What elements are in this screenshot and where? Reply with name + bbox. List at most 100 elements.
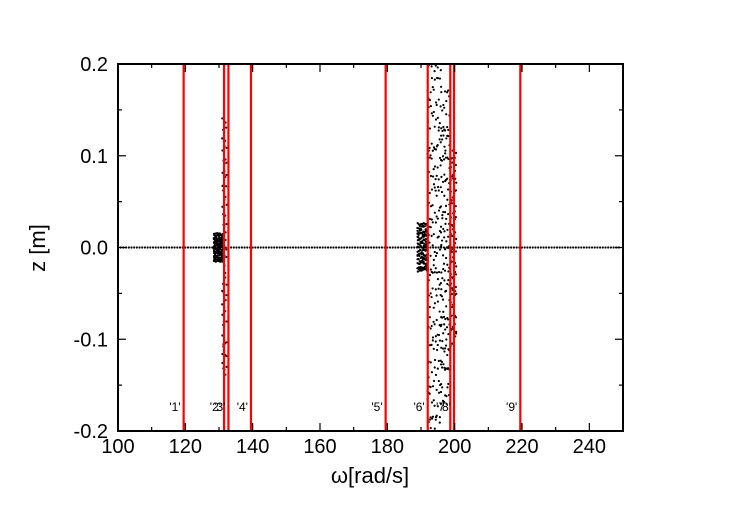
scatter-point bbox=[367, 246, 370, 249]
scatter-point bbox=[439, 225, 443, 228]
scatter-point bbox=[431, 85, 434, 89]
scatter-point bbox=[259, 246, 262, 249]
scatter-point bbox=[225, 255, 228, 259]
scatter-point bbox=[488, 246, 491, 249]
scatter-point bbox=[502, 246, 505, 249]
scatter-point bbox=[440, 366, 444, 369]
scatter-point bbox=[246, 246, 249, 249]
scatter-point bbox=[224, 246, 227, 249]
scatter-point bbox=[563, 246, 567, 249]
scatter-point bbox=[432, 168, 435, 171]
scatter-point bbox=[442, 268, 445, 271]
scatter-point bbox=[441, 217, 444, 220]
scatter-point bbox=[440, 288, 443, 291]
scatter-point bbox=[243, 246, 246, 249]
scatter-point bbox=[455, 265, 458, 268]
scatter-point bbox=[429, 361, 432, 364]
scatter-point bbox=[441, 155, 445, 158]
scatter-point bbox=[340, 246, 343, 249]
scatter-point bbox=[437, 209, 441, 212]
scatter-point bbox=[162, 246, 165, 249]
scatter-point bbox=[607, 246, 610, 249]
scatter-point bbox=[130, 246, 133, 249]
scatter-point bbox=[447, 188, 450, 191]
scatter-point bbox=[441, 340, 444, 343]
scatter-point bbox=[423, 257, 426, 260]
scatter-point bbox=[507, 246, 510, 249]
x-tick-label: 100 bbox=[101, 436, 134, 458]
scatter-point bbox=[375, 246, 378, 249]
scatter-point bbox=[430, 188, 434, 191]
axis-ticks bbox=[117, 63, 624, 432]
scatter-point bbox=[429, 226, 432, 229]
x-tick-label: 180 bbox=[371, 436, 404, 458]
scatter-point bbox=[439, 205, 443, 208]
scatter-point bbox=[450, 287, 454, 290]
scatter-point bbox=[450, 246, 454, 249]
scatter-point bbox=[464, 246, 467, 249]
scatter-point bbox=[430, 401, 434, 404]
scatter-point bbox=[440, 85, 443, 88]
scatter-point bbox=[225, 126, 228, 129]
scatter-point bbox=[437, 359, 440, 362]
scatter-point bbox=[443, 158, 446, 161]
scatter-point bbox=[444, 204, 448, 207]
scatter-point bbox=[138, 246, 141, 249]
scatter-point bbox=[596, 246, 599, 249]
scatter-point bbox=[443, 279, 446, 282]
scatter-point bbox=[436, 405, 439, 408]
scatter-point bbox=[208, 246, 211, 249]
scatter-point bbox=[428, 316, 431, 319]
scatter-point bbox=[431, 175, 435, 178]
scatter-point bbox=[273, 246, 276, 249]
scatter-point bbox=[141, 246, 144, 249]
scatter-point bbox=[445, 240, 448, 243]
scatter-point bbox=[308, 246, 311, 249]
scatter-point bbox=[329, 246, 332, 249]
vertical-marker-label: '6' bbox=[413, 400, 424, 414]
scatter-point bbox=[593, 246, 596, 249]
scatter-point bbox=[294, 246, 297, 249]
vertical-marker-lines bbox=[182, 64, 522, 431]
scatter-point bbox=[418, 224, 421, 227]
scatter-point bbox=[446, 386, 449, 389]
x-tick-label: 220 bbox=[505, 436, 538, 458]
scatter-point bbox=[429, 59, 431, 61]
scatter-point bbox=[433, 427, 436, 430]
scatter-point bbox=[238, 246, 241, 249]
scatter-point bbox=[432, 183, 436, 186]
scatter-point bbox=[572, 246, 575, 249]
scatter-point bbox=[316, 246, 319, 249]
scatter-point bbox=[438, 248, 442, 251]
scatter-point bbox=[437, 379, 440, 383]
scatter-point bbox=[555, 246, 559, 249]
scatter-point bbox=[439, 56, 441, 58]
scatter-point bbox=[432, 399, 435, 402]
scatter-point bbox=[170, 246, 173, 249]
scatter-point bbox=[254, 246, 257, 249]
scatter-point bbox=[442, 227, 445, 231]
scatter-point bbox=[436, 52, 438, 54]
scatter-point bbox=[435, 348, 439, 352]
scatter-point bbox=[439, 134, 443, 137]
scatter-point bbox=[443, 236, 446, 239]
scatter-point bbox=[445, 338, 448, 341]
scatter-point bbox=[443, 230, 446, 233]
scatter-point bbox=[442, 332, 445, 335]
x-tick-label: 240 bbox=[573, 436, 606, 458]
scatter-point bbox=[372, 246, 375, 249]
scatter-point bbox=[441, 109, 444, 112]
scatter-point bbox=[431, 287, 434, 290]
scatter-point bbox=[441, 298, 445, 301]
scatter-point bbox=[429, 327, 432, 330]
scatter-point bbox=[454, 215, 457, 219]
scatter-point bbox=[235, 246, 238, 249]
scatter-point bbox=[437, 129, 440, 132]
scatter-point bbox=[428, 217, 432, 220]
scatter-point bbox=[439, 141, 442, 144]
scatter-point bbox=[439, 245, 443, 248]
scatter-point bbox=[397, 246, 400, 249]
scatter-point bbox=[485, 246, 489, 249]
scatter-point bbox=[405, 246, 408, 249]
scatter-point bbox=[443, 173, 446, 176]
